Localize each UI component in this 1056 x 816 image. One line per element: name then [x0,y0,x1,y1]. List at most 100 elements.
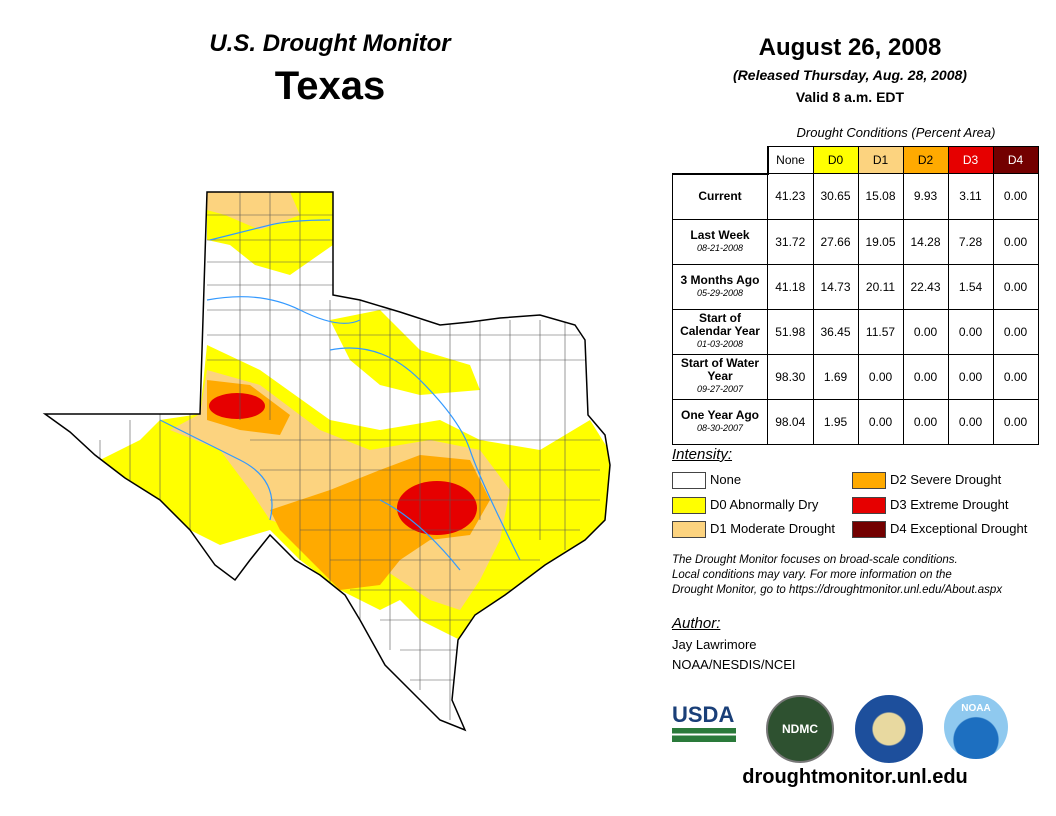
ndmc-logo-text: NDMC [782,722,818,736]
legend-label: D1 Moderate Drought [710,521,836,536]
footer-url[interactable]: droughtmonitor.unl.edu [742,766,968,788]
cell-value: 98.04 [767,398,814,445]
author-title: Author: [672,615,721,632]
valid-time: Valid 8 a.m. EDT [795,89,905,105]
cell-value: 0.00 [947,353,994,400]
cell-value: 14.28 [902,218,949,265]
cell-value: 30.65 [812,173,859,220]
d3-region-central [397,481,477,535]
author-org: NOAA/NESDIS/NCEI [672,657,796,672]
cell-value: 0.00 [947,398,994,445]
row-label-text: Start of Calendar Year [680,311,760,338]
note-line: The Drought Monitor focuses on broad-sca… [672,554,958,566]
cell-value: 0.00 [992,398,1039,445]
row-label: Start of Calendar Year 01-03-2008 [672,308,768,355]
cell-value: 15.08 [857,173,904,220]
cell-value: 27.66 [812,218,859,265]
note-line: Drought Monitor, go to https://droughtmo… [672,584,1003,596]
cell-value: 7.28 [947,218,994,265]
cell-value: 0.00 [992,173,1039,220]
d3-region-west [209,393,265,419]
legend-swatch [852,472,886,489]
col-none: None [767,146,814,174]
cell-value: 11.57 [857,308,904,355]
table-caption: Drought Conditions (Percent Area) [796,125,996,140]
author-name: Jay Lawrimore [672,637,757,652]
ndmc-logo: NDMC [766,695,834,763]
cell-value: 0.00 [857,398,904,445]
row-date: 09-27-2007 [696,384,744,394]
row-date: 08-30-2007 [696,422,744,433]
usda-logo: USDA [672,702,736,746]
cell-value: 19.05 [857,218,904,265]
cell-value: 0.00 [902,353,949,400]
d2-region [207,380,490,590]
cell-value: 0.00 [902,398,949,445]
legend-swatch [852,497,886,514]
table-row: One Year Ago 08-30-2007 98.04 1.95 0.00 0.00 0… [672,398,1039,445]
cell-value: 0.00 [992,263,1039,310]
cell-value: 51.98 [767,308,814,355]
cell-value: 41.18 [767,263,814,310]
row-date: 05-29-2008 [696,287,744,298]
texas-drought-map [44,191,611,731]
cell-value: 20.11 [857,263,904,310]
legend-swatch [852,521,886,538]
state-title: Texas [274,64,386,108]
usda-logo-text: USDA [672,702,735,727]
cell-value: 22.43 [902,263,949,310]
row-label-text: 3 Months Ago [680,272,760,287]
disclaimer: The Drought Monitor focuses on broad-sca… [672,553,1002,598]
cell-value: 1.95 [812,398,859,445]
release-date: (Released Thursday, Aug. 28, 2008) [733,67,967,83]
table-row: Last Week 08-21-2008 31.72 27.66 19.05 14.28 7… [672,218,1039,265]
row-date: 08-21-2008 [696,242,744,253]
legend-swatch [672,472,706,489]
cell-value: 0.00 [857,353,904,400]
row-label: Start of Water Year 09-27-2007 [672,353,768,400]
drought-conditions-table: None D0 D1 D2 D3 D4 Current 41.23 30.65 15.… [672,146,1039,445]
col-d1: D1 [857,146,904,174]
row-label: 3 Months Ago 05-29-2008 [672,263,768,310]
legend-swatch [672,497,706,514]
cell-value: 9.93 [902,173,949,220]
cell-value: 98.30 [767,353,814,400]
noaa-logo-text: NOAA [961,703,991,714]
cell-value: 31.72 [767,218,814,265]
row-label-text: One Year Ago [680,407,760,422]
noaa-logo: NOAA [944,695,1008,759]
map-date: August 26, 2008 [758,34,942,61]
legend-label: D4 Exceptional Drought [890,521,1028,536]
col-d2: D2 [902,146,949,174]
table-row: Start of Calendar Year 01-03-2008 51.98 36.… [672,308,1039,355]
table-row: Start of Water Year 09-27-2007 98.30 1.69 0.… [672,353,1039,400]
cell-value: 3.11 [947,173,994,220]
cell-value: 14.73 [812,263,859,310]
row-label: Current [672,173,768,220]
table-corner [672,146,769,175]
county-lines [99,192,600,720]
row-label-text: Start of Water Year [680,356,760,383]
col-d4: D4 [992,146,1039,174]
row-date: 01-03-2008 [696,339,744,349]
row-label: One Year Ago 08-30-2007 [672,398,768,445]
legend-title: Intensity: [672,446,733,463]
cell-value: 36.45 [812,308,859,355]
note-line: Local conditions may vary. For more info… [672,569,952,581]
monitor-title: U.S. Drought Monitor [209,30,451,57]
col-d3: D3 [947,146,994,174]
col-d0: D0 [812,146,859,174]
rivers [159,219,521,571]
table-row: Current 41.23 30.65 15.08 9.93 3.11 0.00 [672,173,1039,220]
row-label: Last Week 08-21-2008 [672,218,768,265]
cell-value: 0.00 [992,218,1039,265]
cell-value: 0.00 [947,308,994,355]
cell-value: 1.69 [812,353,859,400]
row-label-text: Last Week [690,227,750,242]
usda-logo-mark [672,728,736,742]
table-row: 3 Months Ago 05-29-2008 41.18 14.73 20.11 22.… [672,263,1039,310]
row-label-text: Current [698,189,742,203]
cell-value: 0.00 [992,353,1039,400]
cell-value: 0.00 [902,308,949,355]
legend-label: D3 Extreme Drought [890,497,1009,512]
